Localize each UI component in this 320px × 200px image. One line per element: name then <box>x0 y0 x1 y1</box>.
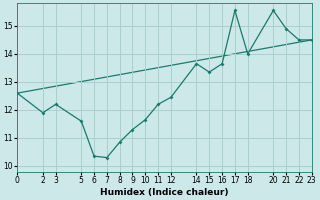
X-axis label: Humidex (Indice chaleur): Humidex (Indice chaleur) <box>100 188 229 197</box>
